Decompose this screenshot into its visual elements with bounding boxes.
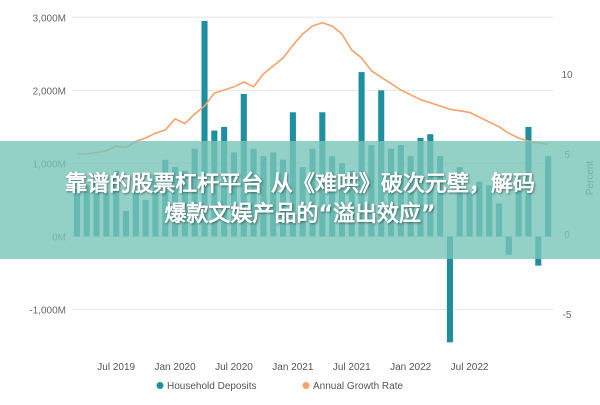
legend-label: Annual Growth Rate — [313, 381, 403, 392]
headline-banner: 靠谱的股票杠杆平台 从《难哄》破次元壁，解码 爆款文娱产品的“溢出效应” — [0, 141, 600, 259]
x-tick-label: Jul 2022 — [451, 362, 489, 373]
legend-label: Household Deposits — [167, 381, 257, 392]
legend-marker — [302, 382, 310, 389]
headline-line-1: 靠谱的股票杠杆平台 从《难哄》破次元壁，解码 — [65, 172, 535, 197]
headline-line-2: 爆款文娱产品的“溢出效应” — [164, 202, 436, 227]
x-tick-label: Jul 2021 — [333, 362, 371, 373]
legend: Household Deposits Annual Growth Rate — [156, 381, 403, 392]
x-tick-label: Jul 2020 — [215, 362, 253, 373]
x-tick-label: Jan 2022 — [390, 362, 432, 373]
x-axis: Jul 2019 Jan 2020 Jul 2020 Jan 2021 Jul 2021… — [97, 362, 489, 373]
left-tick-label: 3,000M — [33, 13, 66, 24]
left-tick-label: -1,000M — [29, 305, 66, 316]
left-tick-label: 2,000M — [33, 86, 66, 97]
bar — [201, 20, 208, 237]
x-tick-label: Jan 2021 — [272, 362, 314, 373]
line-annual-growth-rate — [76, 21, 549, 155]
x-tick-label: Jan 2020 — [154, 362, 196, 373]
bar — [446, 236, 453, 343]
x-tick-label: Jul 2019 — [97, 362, 135, 373]
right-tick-label: -5 — [563, 310, 572, 321]
legend-marker — [156, 382, 164, 389]
right-tick-label: 10 — [561, 70, 573, 81]
growth-line — [76, 21, 549, 155]
